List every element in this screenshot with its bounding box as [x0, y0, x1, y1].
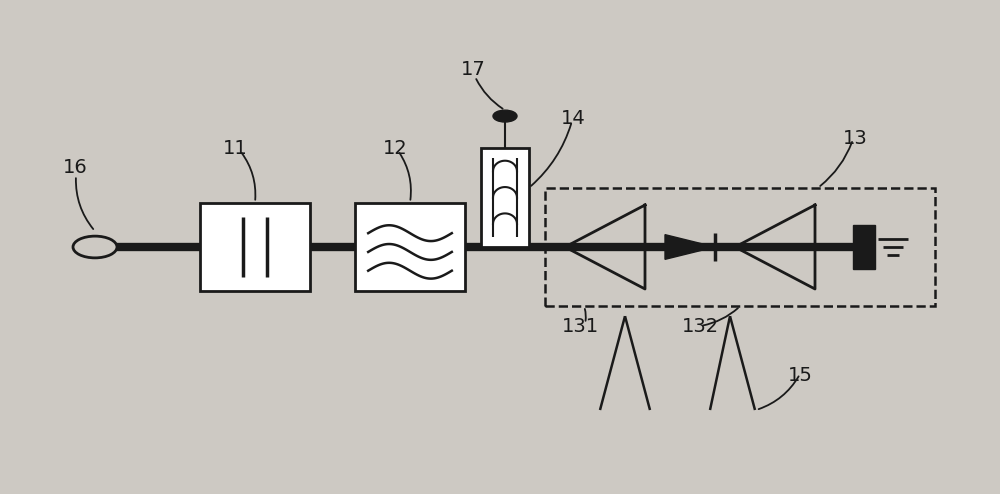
Text: 11: 11: [223, 139, 247, 158]
Bar: [355, 203, 465, 291]
Bar: [545, 188, 935, 306]
Circle shape: [493, 110, 517, 122]
Text: 14: 14: [561, 109, 585, 128]
Text: 132: 132: [681, 317, 719, 335]
Text: 13: 13: [843, 129, 867, 148]
Circle shape: [73, 236, 117, 258]
Bar: [481, 148, 529, 247]
Text: 131: 131: [561, 317, 599, 335]
Text: 17: 17: [461, 60, 485, 79]
Text: 12: 12: [383, 139, 407, 158]
Text: 15: 15: [788, 366, 812, 385]
Bar: [853, 225, 875, 269]
Polygon shape: [665, 235, 715, 259]
Text: 16: 16: [63, 159, 87, 177]
Bar: [200, 203, 310, 291]
